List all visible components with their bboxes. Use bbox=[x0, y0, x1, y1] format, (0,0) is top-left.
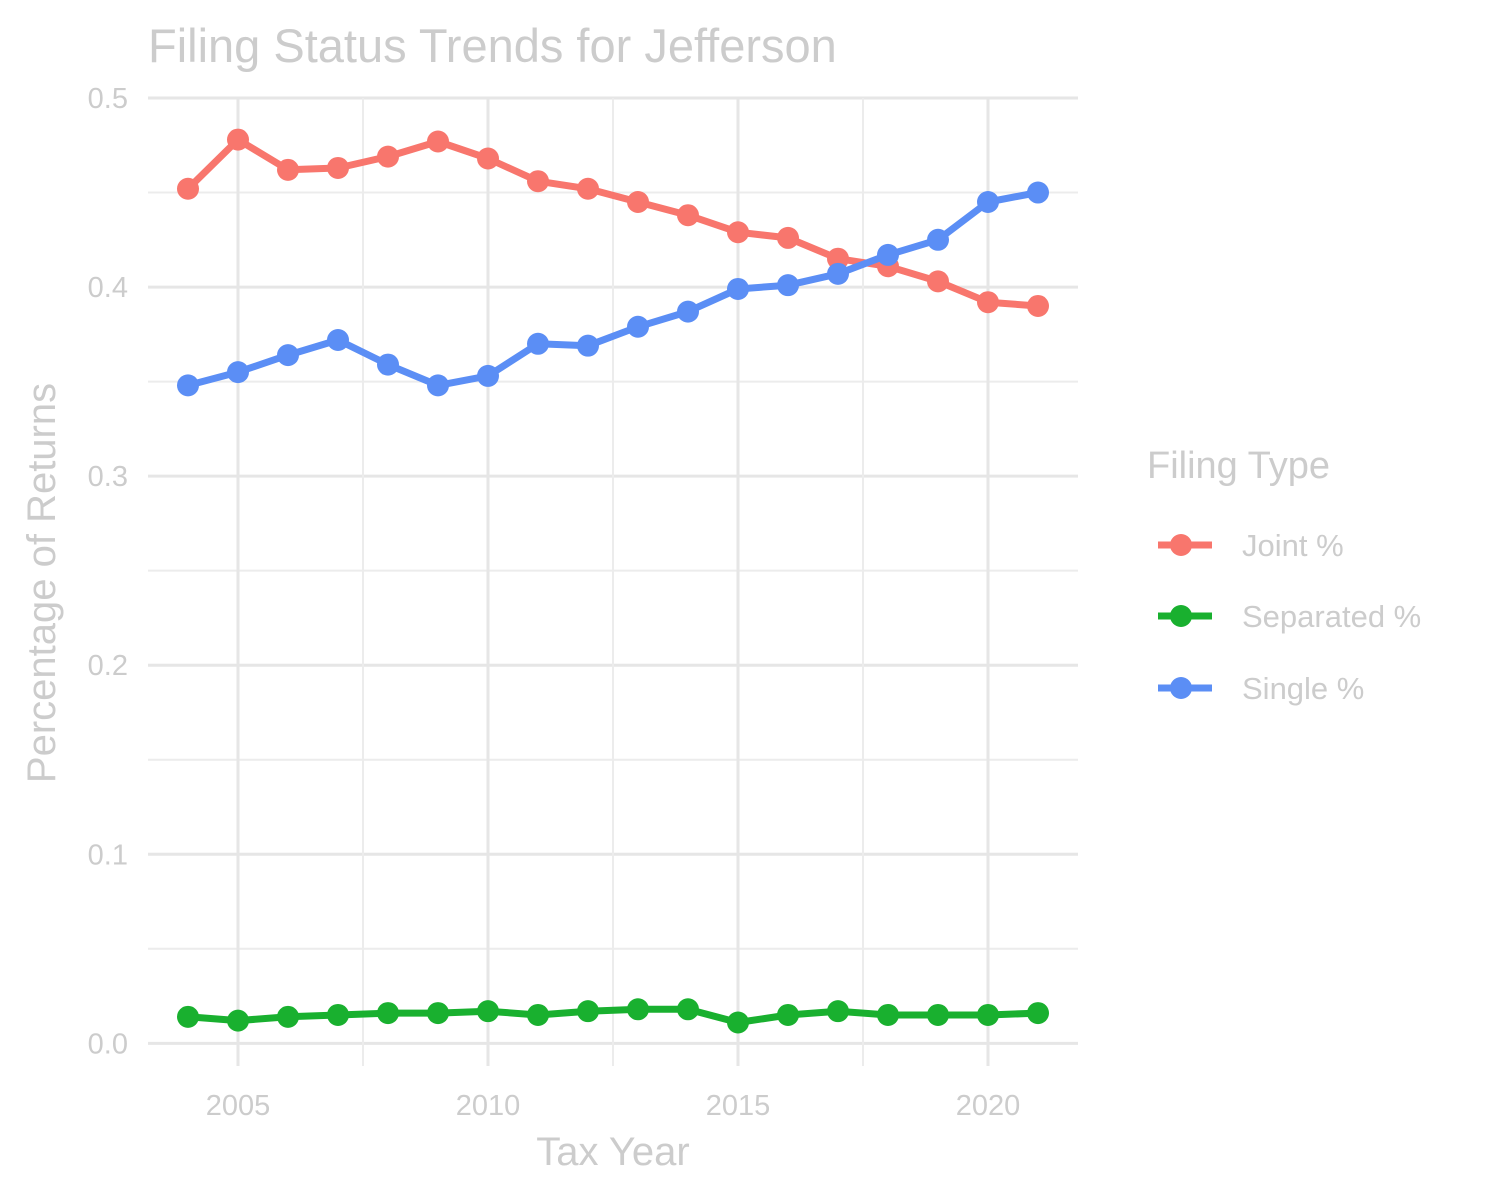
legend-item-single: Single % bbox=[1158, 671, 1364, 706]
y-tick-label: 0.3 bbox=[88, 461, 128, 493]
series-layer bbox=[177, 128, 1049, 1034]
data-point-separated bbox=[977, 1003, 999, 1026]
y-axis-ticks: 0.0 0.1 0.2 0.3 0.4 0.5 bbox=[88, 83, 128, 1060]
data-point-separated bbox=[277, 1005, 299, 1028]
data-point-single bbox=[1027, 181, 1049, 204]
legend-label: Single % bbox=[1242, 671, 1364, 706]
x-tick-label: 2010 bbox=[456, 1090, 521, 1122]
data-point-single bbox=[277, 344, 299, 367]
data-point-joint bbox=[927, 270, 949, 293]
data-point-separated bbox=[1027, 1002, 1049, 1025]
data-point-joint bbox=[777, 226, 799, 249]
data-point-joint bbox=[427, 130, 449, 153]
legend-item-separated: Separated % bbox=[1158, 599, 1421, 634]
data-point-joint bbox=[327, 156, 349, 179]
data-point-joint bbox=[1027, 294, 1049, 317]
series-single bbox=[177, 181, 1049, 397]
data-point-joint bbox=[627, 190, 649, 213]
data-point-separated bbox=[327, 1003, 349, 1026]
data-point-single bbox=[677, 300, 699, 323]
data-point-single bbox=[527, 332, 549, 355]
data-point-single bbox=[227, 361, 249, 384]
data-point-joint bbox=[477, 147, 499, 170]
data-point-joint bbox=[727, 221, 749, 244]
y-tick-label: 0.2 bbox=[88, 650, 128, 682]
data-point-single bbox=[727, 277, 749, 300]
x-tick-label: 2020 bbox=[956, 1090, 1021, 1122]
data-point-separated bbox=[577, 1000, 599, 1023]
data-point-separated bbox=[377, 1002, 399, 1025]
y-tick-label: 0.1 bbox=[88, 839, 128, 871]
legend-key-point bbox=[1170, 605, 1192, 627]
data-point-joint bbox=[227, 128, 249, 151]
data-point-separated bbox=[677, 998, 699, 1021]
chart-title: Filing Status Trends for Jefferson bbox=[148, 19, 837, 72]
x-axis-ticks: 2005 2010 2015 2020 bbox=[206, 1090, 1021, 1122]
data-point-single bbox=[877, 243, 899, 266]
series-joint bbox=[177, 128, 1049, 317]
data-point-separated bbox=[627, 998, 649, 1021]
legend-label: Separated % bbox=[1242, 599, 1421, 634]
data-point-joint bbox=[827, 247, 849, 270]
data-point-single bbox=[477, 364, 499, 387]
data-point-separated bbox=[227, 1009, 249, 1032]
y-tick-label: 0.0 bbox=[88, 1028, 128, 1060]
data-point-single bbox=[377, 353, 399, 376]
data-point-single bbox=[327, 329, 349, 351]
data-point-separated bbox=[527, 1003, 549, 1026]
data-point-separated bbox=[777, 1003, 799, 1026]
legend-title: Filing Type bbox=[1147, 445, 1330, 487]
y-axis-title: Percentage of Returns bbox=[20, 383, 64, 783]
data-point-joint bbox=[677, 204, 699, 227]
data-point-single bbox=[777, 274, 799, 297]
legend-item-joint: Joint % bbox=[1158, 528, 1344, 563]
legend-items: Joint % Separated % Single % bbox=[1158, 528, 1421, 706]
legend: Filing Type Joint % Separated % Single % bbox=[1147, 445, 1421, 706]
data-point-joint bbox=[277, 158, 299, 181]
data-point-single bbox=[577, 334, 599, 357]
legend-label: Joint % bbox=[1242, 528, 1344, 563]
data-point-separated bbox=[827, 1000, 849, 1023]
data-point-separated bbox=[477, 1000, 499, 1023]
data-point-single bbox=[977, 190, 999, 213]
x-tick-label: 2005 bbox=[206, 1090, 271, 1122]
data-point-single bbox=[177, 374, 199, 397]
data-point-joint bbox=[977, 291, 999, 314]
x-axis-title: Tax Year bbox=[536, 1130, 689, 1174]
y-tick-label: 0.4 bbox=[88, 272, 128, 304]
legend-key-point bbox=[1170, 534, 1192, 556]
data-point-joint bbox=[527, 170, 549, 193]
series-separated bbox=[177, 998, 1049, 1034]
data-point-single bbox=[427, 374, 449, 397]
data-point-joint bbox=[177, 177, 199, 200]
data-point-separated bbox=[427, 1002, 449, 1025]
grid bbox=[148, 96, 1078, 1066]
data-point-separated bbox=[927, 1003, 949, 1026]
data-point-single bbox=[827, 262, 849, 285]
data-point-single bbox=[627, 315, 649, 338]
data-point-separated bbox=[877, 1003, 899, 1026]
y-tick-label: 0.5 bbox=[88, 83, 128, 115]
legend-key-point bbox=[1170, 677, 1192, 699]
data-point-separated bbox=[727, 1011, 749, 1034]
data-point-joint bbox=[577, 177, 599, 200]
data-point-separated bbox=[177, 1005, 199, 1028]
data-point-joint bbox=[377, 145, 399, 168]
data-point-single bbox=[927, 228, 949, 251]
x-tick-label: 2015 bbox=[706, 1090, 771, 1122]
